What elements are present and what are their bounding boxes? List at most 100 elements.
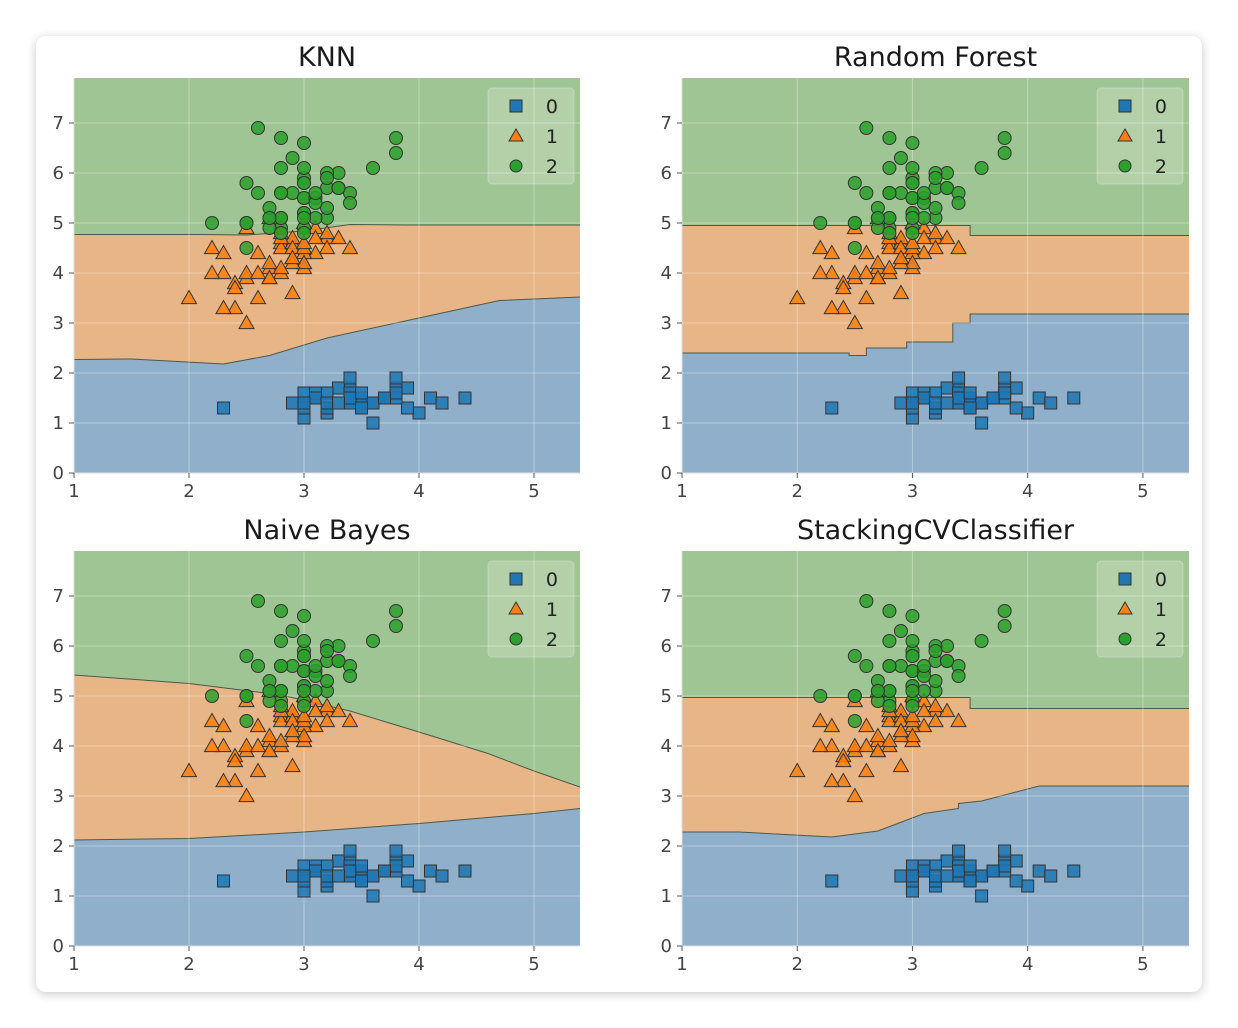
- point-class-2: [905, 211, 920, 225]
- point-class-0: [917, 864, 931, 878]
- legend-label: 0: [1155, 96, 1167, 118]
- x-tick-label: 5: [528, 481, 539, 502]
- y-tick-label: 6: [53, 636, 64, 657]
- point-class-2: [847, 689, 862, 703]
- x-tick-label: 1: [68, 954, 79, 975]
- point-class-2: [251, 121, 265, 135]
- x-tick-label: 4: [1022, 954, 1033, 975]
- legend-label: 1: [546, 599, 558, 621]
- point-class-2: [366, 161, 380, 175]
- point-class-1: [788, 289, 806, 305]
- point-class-0: [401, 381, 414, 395]
- point-class-2: [297, 176, 311, 190]
- point-class-1: [215, 717, 232, 733]
- point-class-1: [858, 717, 875, 733]
- point-class-0: [389, 844, 403, 858]
- x-tick-label: 2: [792, 481, 803, 502]
- point-class-2: [239, 649, 254, 663]
- point-class-1: [834, 299, 852, 315]
- point-class-2: [974, 634, 989, 648]
- legend-box: [487, 87, 575, 185]
- point-class-0: [458, 864, 472, 878]
- point-class-2: [905, 161, 920, 175]
- point-class-1: [249, 244, 267, 260]
- point-class-2: [882, 604, 897, 618]
- point-class-2: [389, 604, 403, 618]
- point-class-2: [813, 689, 828, 703]
- point-class-0: [424, 864, 437, 878]
- point-class-2: [297, 634, 311, 648]
- point-class-0: [389, 859, 403, 873]
- point-class-2: [320, 674, 334, 688]
- point-class-2: [239, 176, 254, 190]
- point-class-2: [928, 171, 943, 185]
- point-class-2: [905, 226, 920, 240]
- point-class-0: [905, 869, 919, 883]
- point-class-1: [788, 762, 806, 778]
- point-class-2: [882, 659, 897, 673]
- plot-area: [74, 78, 580, 473]
- y-tick-label: 6: [661, 636, 672, 657]
- legend: 0 1 2: [487, 87, 575, 185]
- legend-label: 2: [546, 629, 558, 651]
- legend-label: 2: [546, 156, 558, 178]
- point-class-0: [1021, 406, 1035, 420]
- point-class-2: [997, 146, 1012, 160]
- point-class-1: [295, 234, 313, 250]
- legend-label: 0: [1155, 569, 1167, 591]
- point-class-2: [389, 131, 403, 145]
- point-class-2: [239, 714, 254, 728]
- point-class-2: [331, 654, 346, 668]
- point-class-1: [950, 712, 967, 728]
- x-tick-label: 4: [413, 954, 424, 975]
- point-class-2: [308, 186, 323, 200]
- point-class-2: [882, 186, 897, 200]
- point-class-1: [823, 717, 841, 733]
- point-class-2: [847, 216, 862, 230]
- point-class-2: [905, 176, 920, 190]
- point-class-1: [869, 254, 887, 270]
- y-tick-label: 5: [661, 213, 672, 234]
- point-class-1: [858, 289, 875, 305]
- point-class-2: [951, 669, 966, 683]
- point-class-1: [249, 762, 267, 778]
- point-class-2: [928, 644, 943, 658]
- point-class-1: [215, 244, 232, 260]
- boundary-line: [74, 674, 580, 788]
- point-class-0: [320, 396, 334, 410]
- point-class-0: [998, 386, 1012, 400]
- point-class-1: [261, 269, 278, 285]
- y-tick-label: 2: [53, 363, 64, 384]
- point-class-1: [869, 269, 887, 285]
- point-class-1: [858, 264, 875, 280]
- y-tick-label: 2: [53, 836, 64, 857]
- y-tick-label: 0: [53, 936, 64, 957]
- point-class-2: [905, 634, 920, 648]
- point-class-0: [963, 874, 977, 888]
- point-class-0: [940, 396, 954, 410]
- point-class-0: [998, 859, 1012, 873]
- x-tick-label: 1: [676, 481, 687, 502]
- legend-marker-2: [1118, 159, 1132, 173]
- point-class-1: [284, 757, 301, 773]
- y-tick-label: 0: [53, 463, 64, 484]
- point-class-0: [986, 391, 1000, 405]
- point-class-2: [297, 699, 311, 713]
- plot-area: [682, 551, 1189, 946]
- x-tick-label: 2: [183, 954, 194, 975]
- point-class-2: [997, 619, 1012, 633]
- point-class-1: [869, 727, 887, 743]
- point-class-1: [318, 697, 336, 713]
- point-class-2: [320, 644, 334, 658]
- point-class-2: [239, 689, 254, 703]
- point-class-0: [389, 371, 403, 385]
- point-class-1: [226, 772, 244, 788]
- point-class-1: [318, 224, 336, 240]
- point-class-2: [274, 131, 288, 145]
- point-class-0: [940, 869, 954, 883]
- point-class-1: [811, 239, 829, 255]
- point-class-2: [262, 684, 277, 698]
- point-class-0: [1067, 864, 1081, 878]
